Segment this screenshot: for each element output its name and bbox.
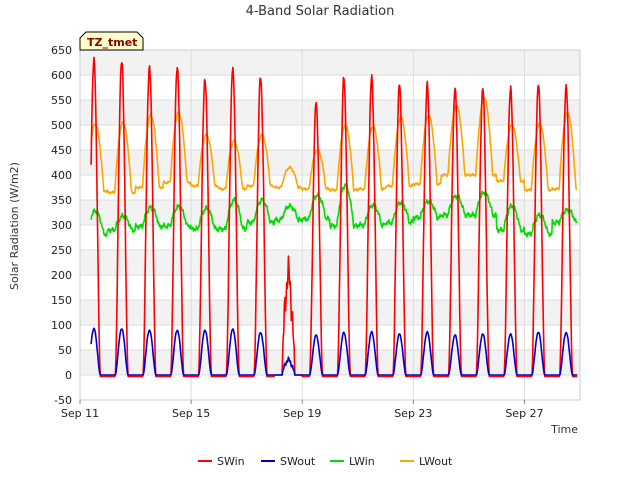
background-band (80, 175, 580, 200)
x-tick-label: Sep 15 (172, 407, 210, 420)
site-label-badge: TZ_tmet (79, 31, 144, 51)
x-tick-label: Sep 11 (61, 407, 99, 420)
y-tick-label: 550 (51, 94, 72, 107)
legend-label: LWin (349, 455, 375, 468)
y-tick-label: 350 (51, 194, 72, 207)
y-tick-label: 0 (65, 369, 72, 382)
background-band (80, 50, 580, 75)
y-tick-label: 200 (51, 269, 72, 282)
y-tick-label: 300 (51, 219, 72, 232)
y-tick-label: 250 (51, 244, 72, 257)
x-tick-label: Sep 23 (394, 407, 432, 420)
y-tick-label: 50 (58, 344, 72, 357)
legend-item-lwout: LWout (400, 455, 453, 468)
y-axis-title: Solar Radiation (W/m2) (8, 162, 21, 290)
background-band (80, 125, 580, 150)
legend-item-swin: SWin (198, 455, 245, 468)
background-band (80, 275, 580, 300)
background-band (80, 250, 580, 275)
series-line-lwin (90, 183, 578, 238)
background-band (80, 300, 580, 325)
background-band (80, 350, 580, 375)
legend-item-swout: SWout (261, 455, 316, 468)
y-tick-label: 650 (51, 44, 72, 57)
y-tick-label: 500 (51, 119, 72, 132)
background-band (80, 100, 580, 125)
x-axis-ticks: Sep 11 Sep 15 Sep 19 Sep 23 Sep 27 (61, 400, 544, 420)
chart-title: 4-Band Solar Radiation (246, 4, 395, 19)
y-tick-label: 600 (51, 69, 72, 82)
background-band (80, 75, 580, 100)
background-band (80, 375, 580, 400)
legend: SWin SWout LWin LWout (198, 455, 453, 468)
x-axis-title: Time (550, 423, 578, 436)
background-band (80, 325, 580, 350)
background-band (80, 150, 580, 175)
legend-label: SWout (280, 455, 316, 468)
y-tick-label: 450 (51, 144, 72, 157)
y-tick-label: 100 (51, 319, 72, 332)
y-tick-label: 150 (51, 294, 72, 307)
y-tick-label: -50 (54, 394, 72, 407)
legend-label: SWin (217, 455, 245, 468)
site-label: TZ_tmet (87, 36, 137, 49)
series-layer (90, 56, 578, 378)
series-line-lwout (90, 96, 578, 195)
series-line-swout (90, 327, 578, 376)
x-tick-label: Sep 27 (505, 407, 543, 420)
series-line-swin (90, 56, 578, 378)
legend-label: LWout (419, 455, 453, 468)
plot-frame (79, 49, 581, 401)
x-tick-label: Sep 19 (283, 407, 321, 420)
legend-item-lwin: LWin (330, 455, 375, 468)
y-axis-ticks: -50 0 50 100 150 200 250 300 350 400 450 500 550 600 6… (51, 44, 72, 407)
y-tick-label: 400 (51, 169, 72, 182)
